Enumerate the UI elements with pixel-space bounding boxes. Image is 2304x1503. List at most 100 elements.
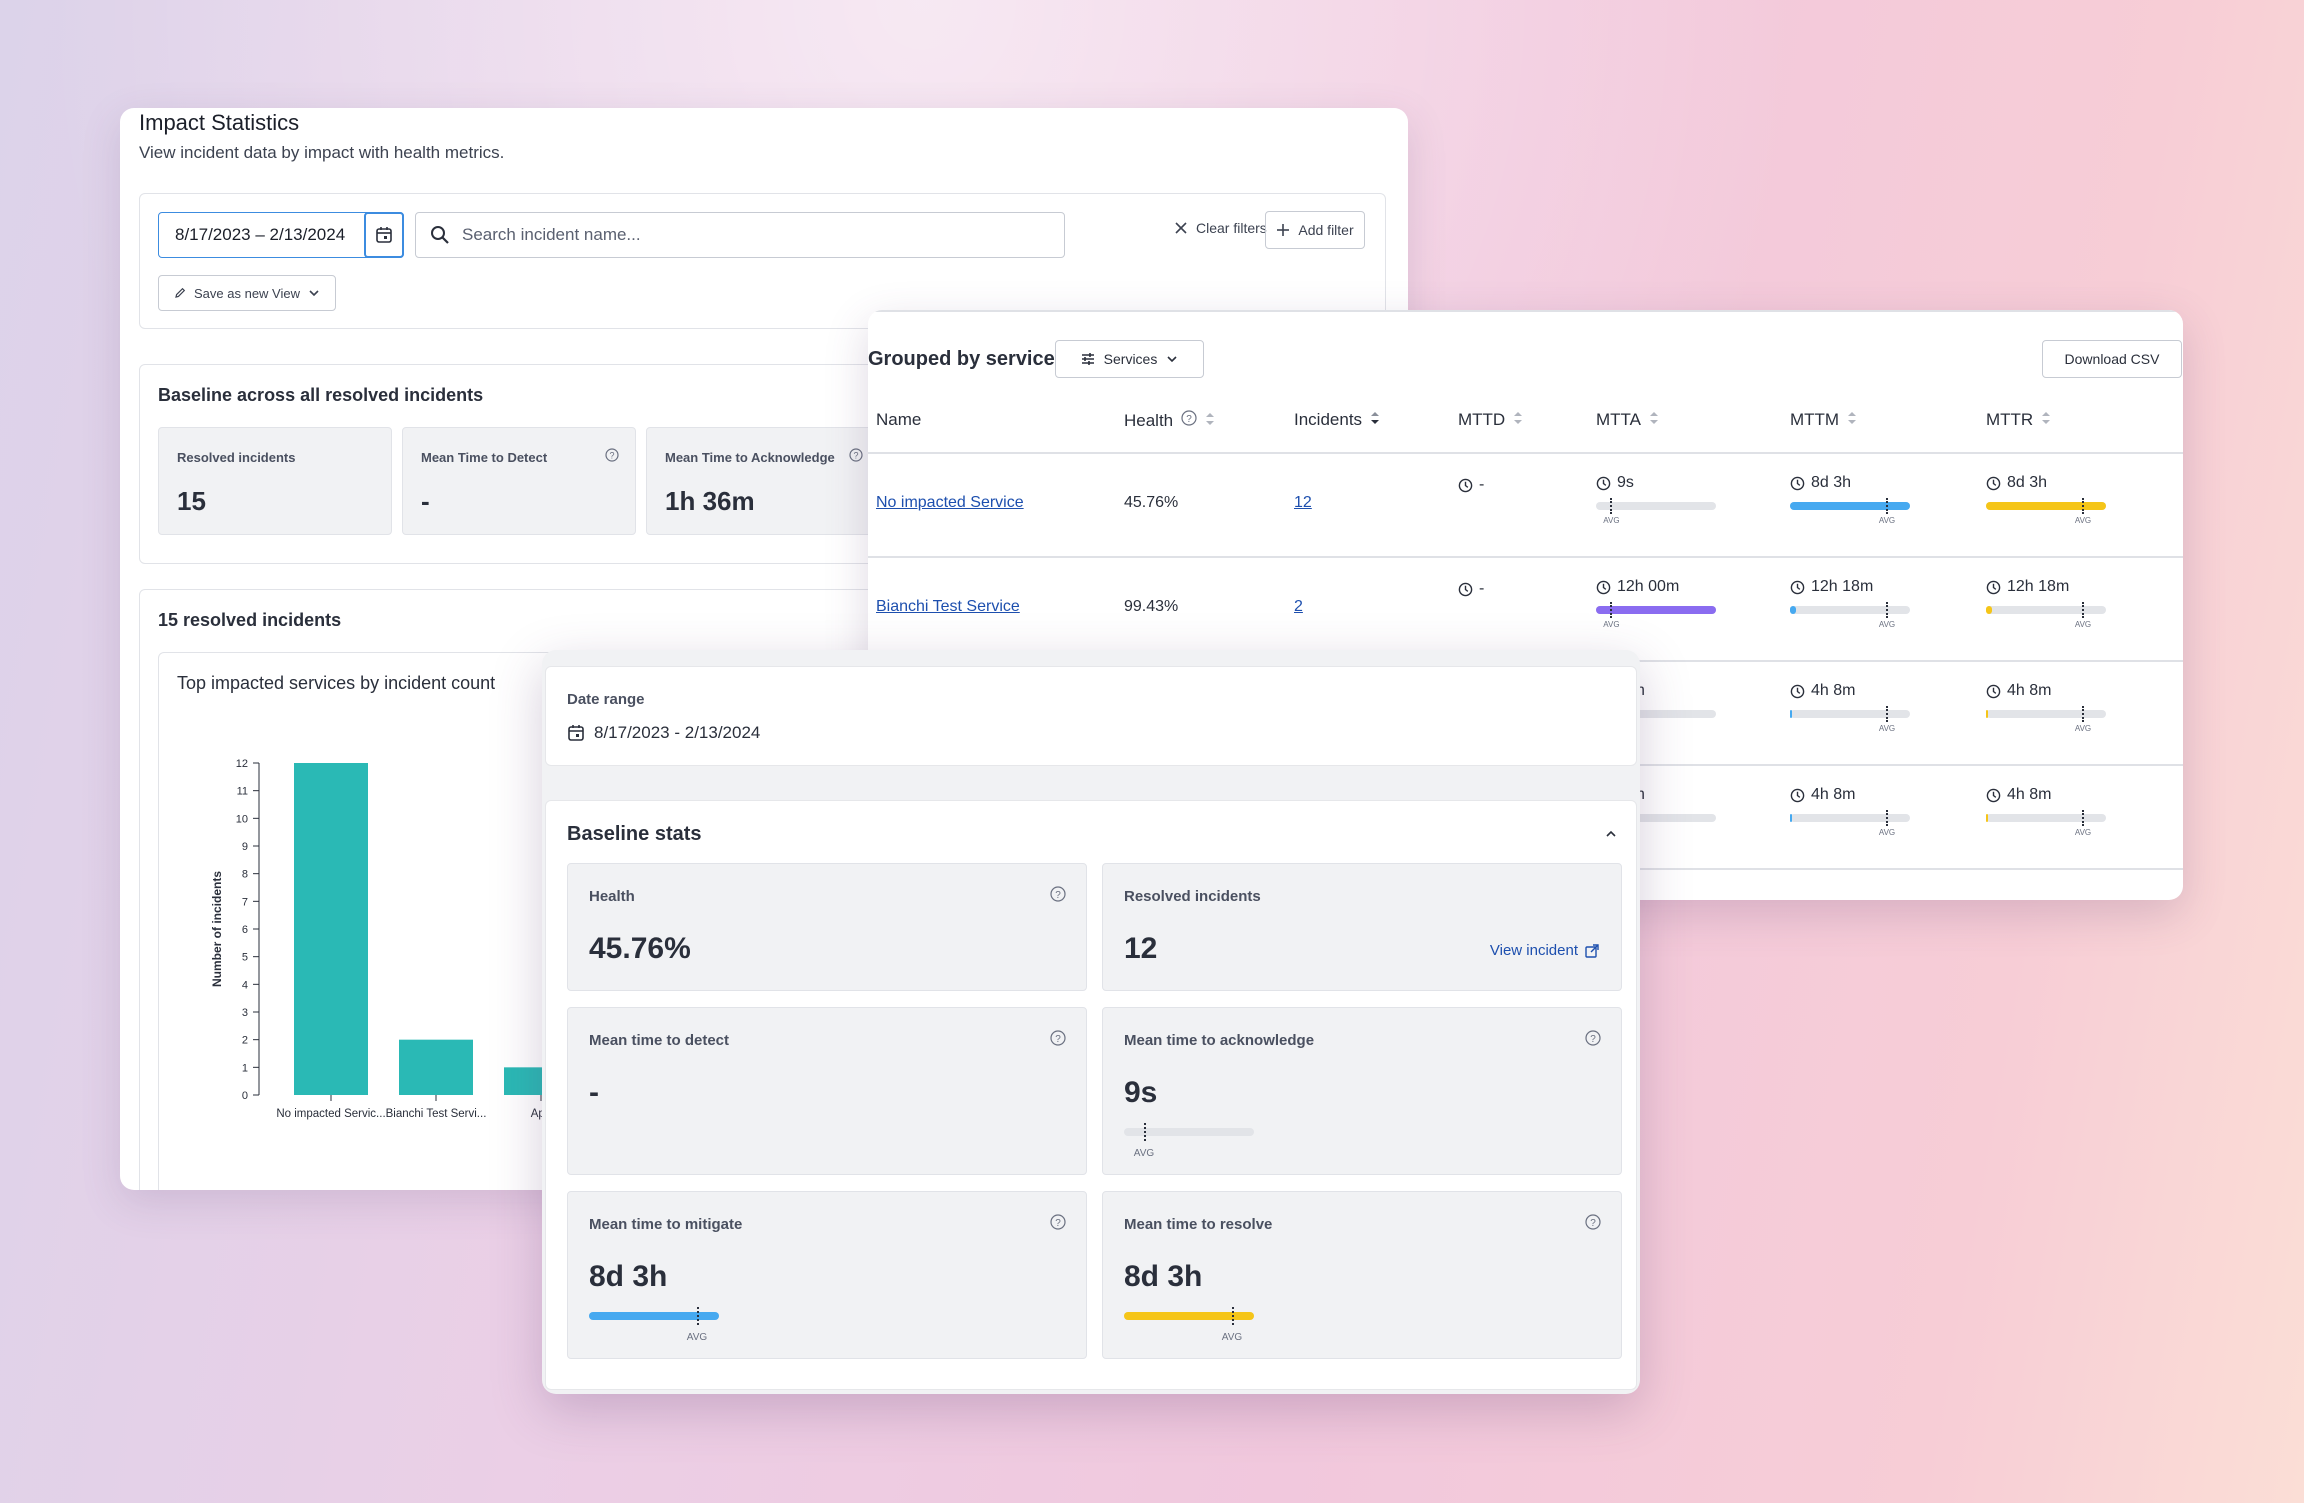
column-header-mttd[interactable]: MTTD — [1458, 410, 1523, 430]
avg-marker — [1232, 1307, 1234, 1325]
date-range-card: Date range 8/17/2023 - 2/13/2024 — [545, 666, 1637, 766]
mttr-avg-bar: AVG — [1124, 1307, 1254, 1343]
mttr-value: 12h 18m — [1986, 578, 2126, 596]
chevron-up-icon[interactable] — [1604, 827, 1618, 846]
help-icon[interactable]: ? — [1050, 886, 1066, 907]
card-label: Mean Time to Acknowledge — [665, 450, 835, 465]
save-view-label: Save as new View — [194, 285, 300, 301]
incident-count-link[interactable]: 12 — [1294, 494, 1312, 512]
mttd-card: Mean Time to Detect ? - — [402, 427, 636, 535]
column-header-label: Health — [1124, 410, 1174, 430]
bar-fill — [1790, 606, 1796, 614]
help-icon[interactable]: ? — [1585, 1030, 1601, 1051]
clear-filters-button[interactable]: Clear filters — [1175, 220, 1267, 236]
sort-icon[interactable] — [1847, 410, 1857, 430]
service-name-link[interactable]: No impacted Service — [876, 494, 1024, 512]
mttd-value: - — [1458, 476, 1484, 494]
card-value: 15 — [177, 486, 206, 516]
avg-marker — [1886, 706, 1888, 722]
view-incident-link[interactable]: View incident — [1490, 942, 1599, 959]
sort-icon[interactable] — [1370, 410, 1380, 430]
download-csv-button[interactable]: Download CSV — [2042, 340, 2182, 378]
row-divider — [868, 556, 2183, 558]
help-icon[interactable]: ? — [1585, 1214, 1601, 1235]
chevron-down-icon — [309, 290, 319, 297]
bar-fill — [1124, 1312, 1254, 1320]
column-header-mttr[interactable]: MTTR — [1986, 410, 2051, 430]
service-name-link[interactable]: Bianchi Test Service — [876, 598, 1020, 616]
svg-text:?: ? — [1055, 1218, 1061, 1229]
help-icon[interactable]: ? — [1181, 410, 1197, 431]
column-header-label: MTTM — [1790, 410, 1840, 429]
mttr-text: 12h 18m — [2007, 578, 2070, 595]
bar-fill — [1986, 710, 1989, 718]
mttr-value: 4h 8m — [1986, 682, 2126, 700]
baseline-stats-card: Baseline stats Health ? 45.76% Resolved … — [545, 800, 1637, 1390]
date-range-label: Date range — [567, 691, 645, 708]
avg-label: AVG — [2074, 620, 2092, 629]
services-dropdown[interactable]: Services — [1055, 340, 1204, 378]
card-label: Resolved incidents — [177, 450, 296, 465]
sort-icon[interactable] — [1205, 411, 1215, 431]
mttm-text: 4h 8m — [1811, 682, 1856, 699]
mtta-bar: AVG — [1596, 602, 1716, 629]
mttd-stat-card: Mean time to detect ? - — [567, 1007, 1087, 1175]
avg-label: AVG — [1133, 1148, 1155, 1159]
baseline-section: Baseline across all resolved incidents R… — [139, 364, 1386, 564]
y-axis-label: Number of incidents — [210, 871, 224, 987]
sort-icon[interactable] — [1649, 410, 1659, 430]
bar-fill — [1790, 814, 1793, 822]
stat-value: 8d 3h — [1124, 1260, 1203, 1293]
svg-text:?: ? — [1055, 890, 1061, 901]
mtta-text: h — [1636, 682, 1645, 699]
sort-icon[interactable] — [2041, 410, 2051, 430]
avg-label: AVG — [686, 1332, 708, 1343]
search-placeholder: Search incident name... — [462, 225, 641, 244]
x-tick-label: Bianchi Test Servi... — [386, 1108, 487, 1120]
save-view-button[interactable]: Save as new View — [158, 275, 336, 311]
avg-marker — [1610, 602, 1613, 618]
calendar-icon[interactable] — [364, 212, 404, 258]
bar-fill — [1986, 814, 1989, 822]
pencil-icon — [175, 287, 186, 298]
avg-label: AVG — [1221, 1332, 1243, 1343]
clock-icon — [1790, 580, 1805, 594]
sort-icon[interactable] — [1513, 410, 1523, 430]
baseline-stats-title: Baseline stats — [567, 823, 702, 845]
mttd-value: - — [1458, 580, 1484, 598]
mttr-text: 8d 3h — [2007, 474, 2048, 491]
column-header-label: MTTR — [1986, 410, 2034, 429]
mttm-value: 4h 8m — [1790, 786, 1930, 804]
page-subtitle: View incident data by impact with health… — [139, 143, 505, 162]
help-icon[interactable]: ? — [1050, 1030, 1066, 1051]
column-header-incidents[interactable]: Incidents — [1294, 410, 1380, 430]
help-icon[interactable]: ? — [1050, 1214, 1066, 1235]
column-header-mttm[interactable]: MTTM — [1790, 410, 1857, 430]
avg-label: AVG — [1878, 828, 1896, 837]
help-icon[interactable]: ? — [849, 448, 863, 467]
date-range-input[interactable]: 8/17/2023 – 2/13/2024 — [158, 212, 404, 258]
column-header-mtta[interactable]: MTTA — [1596, 410, 1659, 430]
plus-icon — [1277, 224, 1290, 236]
avg-label: AVG — [1878, 516, 1896, 525]
avg-marker — [2082, 602, 2084, 618]
mtta-text: 9s — [1617, 474, 1634, 491]
y-tick-label: 9 — [242, 841, 248, 853]
stat-value: - — [589, 1076, 599, 1109]
add-filter-button[interactable]: Add filter — [1265, 211, 1365, 249]
mtta-value: 12h 00m — [1596, 578, 1736, 596]
chart-title: Top impacted services by incident count — [177, 673, 496, 693]
y-tick-label: 0 — [242, 1090, 248, 1102]
mttm-avg-bar: AVG — [589, 1307, 719, 1343]
incident-count-link[interactable]: 2 — [1294, 598, 1303, 616]
mttm-cell: 4h 8m AVG — [1790, 786, 1930, 837]
search-input[interactable]: Search incident name... — [415, 212, 1065, 258]
mttm-stat-card: Mean time to mitigate ? 8d 3h AVG — [567, 1191, 1087, 1359]
y-tick-label: 10 — [236, 813, 248, 825]
bar-fill — [1596, 606, 1716, 614]
help-icon[interactable]: ? — [605, 448, 619, 467]
column-header-health[interactable]: Health? — [1124, 410, 1215, 431]
clock-icon — [1986, 580, 2001, 594]
health-value-text: 45.76% — [1124, 494, 1179, 511]
